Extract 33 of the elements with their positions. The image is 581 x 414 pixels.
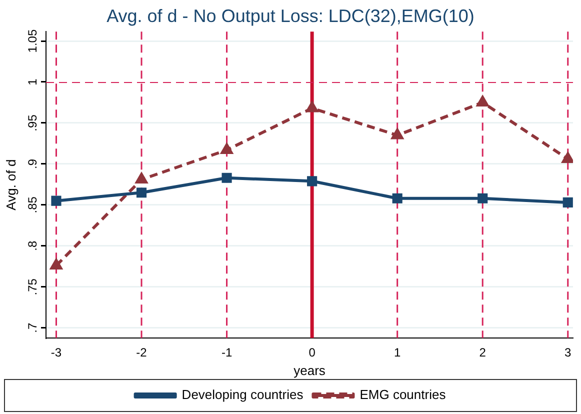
point [306, 102, 318, 112]
point [220, 144, 233, 154]
y-tick-label: 1.05 [25, 29, 40, 53]
x-axis-title: years [294, 362, 326, 378]
y-tick-label: .8 [25, 240, 40, 251]
point [562, 152, 573, 164]
y-tick-label: .7 [25, 322, 40, 333]
point [392, 128, 404, 140]
y-tick-label: 1 [25, 78, 40, 86]
point [562, 197, 573, 208]
point [476, 96, 488, 106]
point [307, 176, 318, 186]
y-tick-label: .9 [25, 158, 40, 169]
x-tick-label: 2 [479, 346, 486, 360]
y-tick-label: .85 [25, 196, 40, 214]
point [136, 173, 148, 184]
point [222, 172, 232, 183]
x-tick-label: 1 [394, 346, 401, 360]
legend-label: EMG countries [360, 387, 446, 402]
point [51, 196, 62, 206]
point [478, 193, 488, 204]
point [136, 188, 147, 198]
point [392, 193, 402, 204]
legend-label: Developing countries [182, 387, 304, 402]
x-tick-label: 3 [564, 346, 572, 360]
chart-title: Avg. of d - No Output Loss: LDC(32),EMG(10) [106, 6, 474, 26]
y-axis-title: Avg. of d [3, 159, 18, 210]
y-tick-label: .75 [25, 278, 40, 296]
x-tick-label: -3 [50, 346, 62, 360]
x-tick-label: -2 [136, 346, 148, 360]
x-tick-label: -1 [221, 346, 232, 360]
x-tick-label: 0 [308, 346, 316, 360]
y-tick-label: .95 [25, 114, 40, 132]
